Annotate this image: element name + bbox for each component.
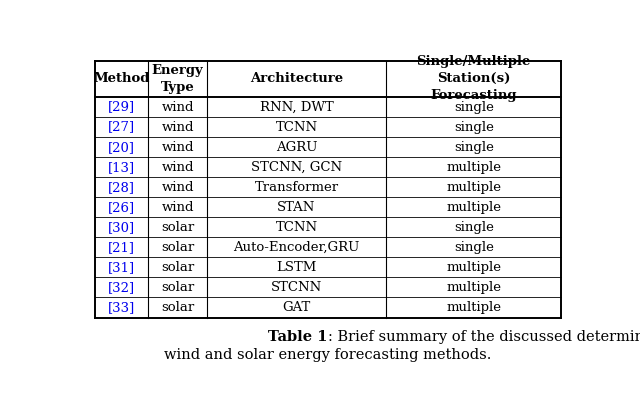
Text: Auto-Encoder,GRU: Auto-Encoder,GRU (234, 241, 360, 254)
Text: single: single (454, 140, 493, 154)
Text: [30]: [30] (108, 221, 135, 234)
Text: multiple: multiple (446, 281, 501, 294)
Text: STAN: STAN (277, 201, 316, 214)
Text: STCNN, GCN: STCNN, GCN (251, 161, 342, 174)
Text: GAT: GAT (282, 301, 310, 314)
Text: wind: wind (161, 121, 194, 133)
Text: wind: wind (161, 161, 194, 174)
Text: wind: wind (161, 101, 194, 114)
Text: wind: wind (161, 181, 194, 194)
Text: single: single (454, 221, 493, 234)
Text: Architecture: Architecture (250, 72, 343, 85)
Text: Single/Multiple
Station(s)
Forecasting: Single/Multiple Station(s) Forecasting (417, 55, 531, 102)
Text: [20]: [20] (108, 140, 135, 154)
Text: TCNN: TCNN (275, 221, 317, 234)
Text: [29]: [29] (108, 101, 135, 114)
Text: solar: solar (161, 301, 195, 314)
Text: solar: solar (161, 261, 195, 274)
Text: Method: Method (93, 72, 150, 85)
Text: [21]: [21] (108, 241, 135, 254)
Text: multiple: multiple (446, 161, 501, 174)
Text: multiple: multiple (446, 261, 501, 274)
Text: [27]: [27] (108, 121, 135, 133)
Text: solar: solar (161, 241, 195, 254)
Text: single: single (454, 241, 493, 254)
Text: single: single (454, 101, 493, 114)
Text: Table 1: Table 1 (269, 330, 328, 344)
Text: [31]: [31] (108, 261, 135, 274)
Text: [13]: [13] (108, 161, 135, 174)
Text: [26]: [26] (108, 201, 135, 214)
Text: multiple: multiple (446, 301, 501, 314)
Text: : Brief summary of the discussed deterministic: : Brief summary of the discussed determi… (328, 330, 640, 344)
Text: [33]: [33] (108, 301, 135, 314)
Text: wind and solar energy forecasting methods.: wind and solar energy forecasting method… (164, 348, 492, 362)
Text: solar: solar (161, 221, 195, 234)
Text: RNN, DWT: RNN, DWT (260, 101, 333, 114)
Text: TCNN: TCNN (275, 121, 317, 133)
Text: multiple: multiple (446, 181, 501, 194)
Text: Energy
Type: Energy Type (152, 64, 204, 94)
Text: wind: wind (161, 201, 194, 214)
Text: Transformer: Transformer (255, 181, 339, 194)
Text: solar: solar (161, 281, 195, 294)
Text: wind: wind (161, 140, 194, 154)
Text: STCNN: STCNN (271, 281, 322, 294)
Text: single: single (454, 121, 493, 133)
Text: [28]: [28] (108, 181, 135, 194)
Text: [32]: [32] (108, 281, 135, 294)
Text: AGRU: AGRU (276, 140, 317, 154)
Text: LSTM: LSTM (276, 261, 317, 274)
Text: multiple: multiple (446, 201, 501, 214)
